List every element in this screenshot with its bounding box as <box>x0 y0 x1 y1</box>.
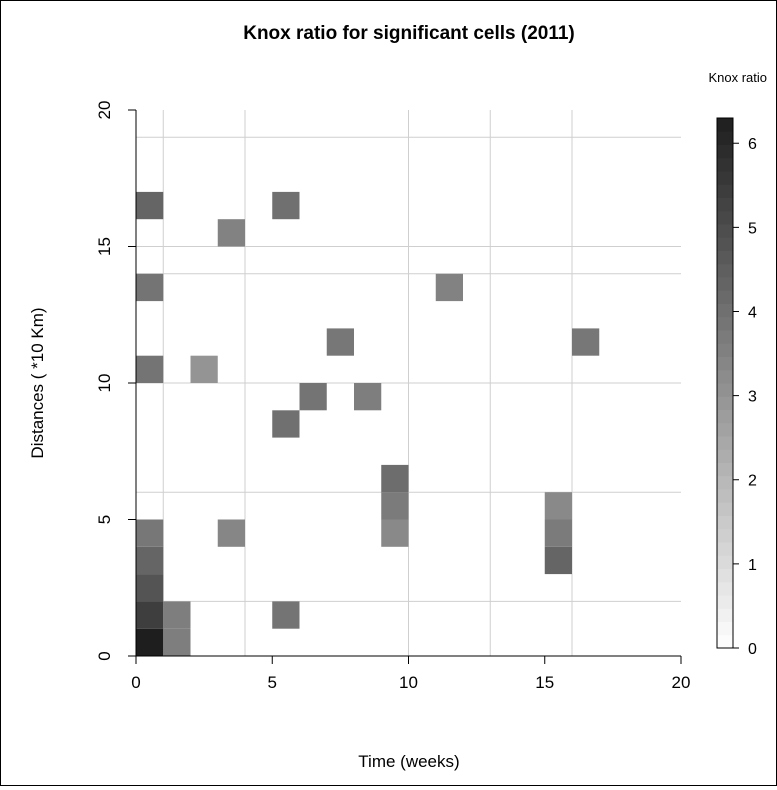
legend-color-step <box>717 224 733 238</box>
y-tick-label: 10 <box>95 374 114 393</box>
legend-color-step <box>717 383 733 397</box>
legend-color-step <box>717 475 733 490</box>
legend-color-step <box>717 356 733 371</box>
legend-color-step <box>717 330 733 344</box>
legend-tick-label: 6 <box>748 136 757 153</box>
legend-tick-label: 1 <box>748 557 757 574</box>
y-tick-label: 5 <box>95 515 114 524</box>
legend-tick-label: 2 <box>748 473 757 490</box>
legend-color-step <box>717 263 733 278</box>
legend-color-step <box>717 316 733 331</box>
heatmap-cell <box>136 519 164 547</box>
legend-color-step <box>717 290 733 304</box>
x-tick-label: 0 <box>131 673 140 692</box>
heatmap-cell <box>381 492 409 520</box>
heatmap-cell <box>217 519 245 547</box>
heatmap-cell <box>572 328 600 356</box>
legend-color-step <box>717 409 733 424</box>
x-tick-label: 5 <box>268 673 277 692</box>
x-tick-label: 15 <box>535 673 554 692</box>
legend-color-step <box>717 197 733 212</box>
heatmap-cell <box>544 492 572 520</box>
legend-color-step <box>717 184 733 198</box>
legend-color-step <box>717 621 733 636</box>
legend-color-step <box>717 237 733 251</box>
legend-color-step <box>717 277 733 291</box>
y-tick-label: 15 <box>95 237 114 256</box>
grid-lines <box>136 110 681 656</box>
heatmap-cell <box>544 546 572 575</box>
chart-title: Knox ratio for significant cells (2011) <box>243 23 575 44</box>
heatmap-cell <box>354 383 382 411</box>
legend-title: Knox ratio <box>708 70 767 85</box>
legend-color-step <box>717 568 733 583</box>
legend-color-step <box>717 422 733 437</box>
x-axis-label: Time (weeks) <box>358 752 459 771</box>
heatmap-cell <box>190 355 218 383</box>
heatmap-cell <box>136 355 164 383</box>
legend-color-step <box>717 131 733 145</box>
legend-color-step <box>717 528 733 543</box>
legend-color-step <box>717 343 733 357</box>
legend-tick-label: 0 <box>748 641 757 658</box>
y-tick-label: 0 <box>95 651 114 660</box>
heatmap-cell <box>163 601 191 629</box>
legend-color-step <box>717 515 733 530</box>
axes: 0 5 10 15 20 0 5 10 15 20 <box>95 101 690 692</box>
heatmap-cell <box>435 273 463 302</box>
legend-bar-outline <box>716 117 734 649</box>
legend-color-step <box>717 171 733 185</box>
legend-color-step <box>717 581 733 596</box>
heatmap-cell <box>299 383 327 411</box>
heatmap-cell <box>217 219 245 247</box>
y-axis-label: Distances ( *10 Km) <box>28 307 47 458</box>
legend-color-step <box>717 436 733 450</box>
heatmap-cell <box>136 628 164 656</box>
heatmap-cell <box>381 519 409 547</box>
y-tick-label: 20 <box>95 101 114 120</box>
legend-tick-label: 4 <box>748 304 757 321</box>
legend-tick-label: 5 <box>748 220 757 237</box>
heatmap-cell <box>136 574 164 602</box>
legend-color-step <box>717 396 733 410</box>
legend-color-step <box>717 462 733 477</box>
legend-color-step <box>717 634 733 649</box>
heatmap-cell <box>544 519 572 547</box>
heatmap-cell <box>272 601 300 629</box>
heatmap-cell <box>136 273 164 302</box>
legend-color-step <box>717 449 733 463</box>
legend-color-step <box>717 303 733 318</box>
legend-color-step <box>717 210 733 225</box>
legend-color-step <box>717 555 733 569</box>
legend-color-step <box>717 369 733 384</box>
legend-color-step <box>717 595 733 609</box>
legend-color-step <box>717 489 733 503</box>
legend-color-step <box>717 250 733 265</box>
legend-color-step <box>717 157 733 172</box>
legend-tick-label: 3 <box>748 389 757 406</box>
heatmap-cell <box>136 546 164 575</box>
heatmap-cell <box>326 328 354 356</box>
heatmap-cells <box>136 191 600 656</box>
heatmap-cell <box>381 464 409 493</box>
x-tick-label: 20 <box>672 673 691 692</box>
heatmap-cell <box>163 628 191 656</box>
legend-color-step <box>717 502 733 516</box>
legend-color-step <box>717 118 733 132</box>
heatmap-cell <box>136 191 164 220</box>
legend-color-step <box>717 542 733 556</box>
heatmap-cell <box>272 191 300 220</box>
color-legend: 0 1 2 3 4 5 6 <box>716 117 757 658</box>
x-tick-label: 10 <box>399 673 418 692</box>
legend-color-step <box>717 144 733 159</box>
heatmap-cell <box>272 410 300 438</box>
legend-color-step <box>717 608 733 622</box>
heatmap-cell <box>136 601 164 629</box>
